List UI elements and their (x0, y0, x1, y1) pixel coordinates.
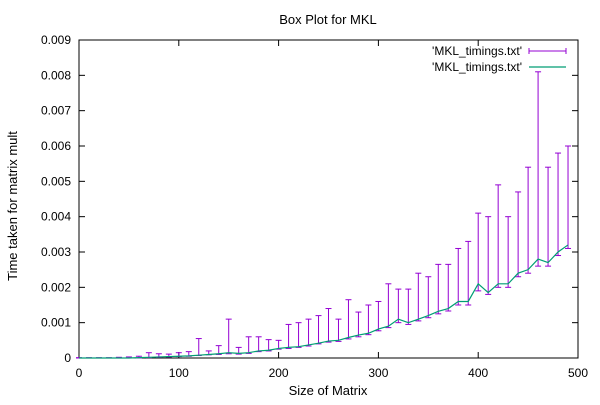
series-0 (76, 71, 572, 359)
y-tick-label: 0 (64, 351, 71, 365)
y-tick-label: 0.003 (41, 245, 71, 259)
x-tick-label: 300 (368, 366, 388, 380)
x-axis-label: Size of Matrix (289, 383, 368, 398)
y-tick-label: 0.008 (41, 68, 71, 82)
y-tick-label: 0.007 (41, 104, 71, 118)
legend-label: 'MKL_timings.txt' (432, 44, 522, 58)
x-tick-label: 200 (269, 366, 289, 380)
series-1 (79, 244, 569, 359)
y-tick-label: 0.001 (41, 316, 71, 330)
y-axis-label: Time taken for matrix mult (5, 131, 20, 281)
y-tick-label: 0.002 (41, 280, 71, 294)
legend-label: 'MKL_timings.txt' (432, 60, 522, 74)
x-tick-label: 100 (169, 366, 189, 380)
chart-title: Box Plot for MKL (279, 12, 377, 27)
x-tick-label: 0 (76, 366, 83, 380)
y-tick-label: 0.004 (41, 210, 71, 224)
x-tick-label: 500 (568, 366, 588, 380)
x-tick-label: 400 (468, 366, 488, 380)
y-tick-label: 0.006 (41, 139, 71, 153)
series-line (79, 244, 569, 359)
y-tick-label: 0.005 (41, 174, 71, 188)
y-tick-label: 0.009 (41, 33, 71, 47)
plot-frame (78, 39, 579, 359)
